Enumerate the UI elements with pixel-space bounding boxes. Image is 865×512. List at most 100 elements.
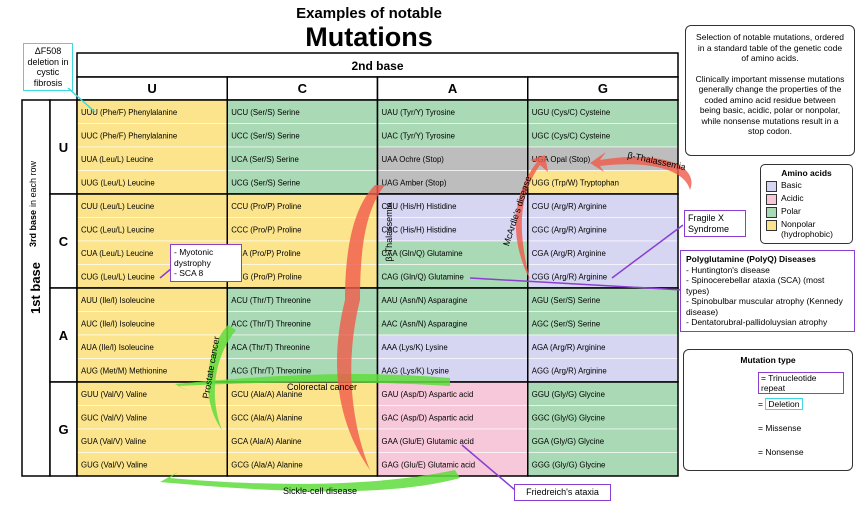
list-item: - SCA 8 xyxy=(174,268,204,278)
column-block xyxy=(527,381,679,477)
mcardle-arrow xyxy=(515,155,548,280)
codon-text: ACC (Thr/T) Threonine xyxy=(231,319,311,328)
sickle-arrow xyxy=(160,470,460,492)
polyq-box: Polyglutamine (PolyQ) Diseases - Huntingt… xyxy=(680,250,855,332)
title-line1: Examples of notable xyxy=(296,5,442,22)
codon-text: CCC (Pro/P) Proline xyxy=(231,225,301,234)
title-line2: Mutations xyxy=(305,22,433,52)
legend-swatch xyxy=(766,193,777,205)
codon-text: GCU (Ala/A) Alanine xyxy=(231,390,302,399)
codon-text: CCA (Pro/P) Proline xyxy=(231,249,300,258)
codon-text: UGG (Trp/W) Tryptophan xyxy=(532,178,619,187)
codon-text: UUC (Phe/F) Phenylalanine xyxy=(81,131,177,140)
column-label: G xyxy=(598,81,608,96)
row-label: C xyxy=(59,234,69,249)
fragile-x-box: Fragile X Syndrome xyxy=(684,210,746,237)
header-cell xyxy=(76,52,679,78)
codon-text: GAG (Glu/E) Glutamic acid xyxy=(382,460,476,469)
legend-item: Acidic xyxy=(766,193,847,205)
codon-text: GCA (Ala/A) Alanine xyxy=(231,437,301,446)
repeat-line xyxy=(469,277,684,291)
codon-text: GGU (Gly/G) Glycine xyxy=(532,390,605,399)
colorectal-arrow xyxy=(175,374,450,392)
first-base-cell xyxy=(21,99,51,477)
polyq-item: - Huntington's disease xyxy=(686,264,770,275)
codon-text: UCC (Ser/S) Serine xyxy=(231,131,299,140)
codon-text: CGA (Arg/R) Arginine xyxy=(532,249,606,258)
third-base-label: 3rd base in each row xyxy=(28,160,38,247)
annotation: β-Thalassemia xyxy=(384,202,394,261)
third-base-bold: 3rd base xyxy=(28,210,38,247)
codon-text: UCA (Ser/S) Serine xyxy=(231,155,299,164)
codon-text: AUC (Ile/I) Isoleucine xyxy=(81,319,155,328)
amino-legend: Amino acids Basic Acidic Polar Nonpolar (hyd… xyxy=(760,164,853,244)
codon-text: CAC (His/H) Histidine xyxy=(382,225,457,234)
legend-swatch xyxy=(766,219,777,231)
legend-item: Polar xyxy=(766,206,847,218)
info-box: Selection of notable mutations, ordered … xyxy=(685,25,855,156)
codon-text: AGC (Ser/S) Serine xyxy=(532,319,600,328)
codon-text: CUC (Leu/L) Leucine xyxy=(81,225,154,234)
legend-label: = Missense xyxy=(758,423,802,433)
repeat-line xyxy=(461,444,516,491)
polyq-item: - Spinobulbar muscular atrophy (Kennedy … xyxy=(686,296,843,317)
codon-text: CCU (Pro/P) Proline xyxy=(231,202,301,211)
annotation: Colorectal cancer xyxy=(287,382,357,392)
info-text: Selection of notable mutations, ordered … xyxy=(696,32,844,63)
prostate-arrow xyxy=(207,325,236,430)
polyq-title: Polyglutamine (PolyQ) Diseases xyxy=(686,254,816,264)
codon-text: CGG (Arg/R) Arginine xyxy=(532,272,607,281)
list-item: - Myotonic dystrophy xyxy=(174,247,214,268)
legend-label: = Trinucleotide repeat xyxy=(758,372,844,394)
codon-text: UGA Opal (Stop) xyxy=(532,155,591,164)
column-label: C xyxy=(298,81,308,96)
codon-text: ACA (Thr/T) Threonine xyxy=(231,343,310,352)
legend-label: = Deletion xyxy=(758,398,803,410)
legend-title: Amino acids xyxy=(781,168,832,178)
codon-text: UAG Amber (Stop) xyxy=(382,178,447,187)
codon-text: GCC (Ala/A) Alanine xyxy=(231,413,302,422)
codon-text: GUC (Val/V) Valine xyxy=(81,413,147,422)
codon-text: UCU (Ser/S) Serine xyxy=(231,108,299,117)
legend-text: Acidic xyxy=(781,192,804,203)
row-label: G xyxy=(58,422,68,437)
polyq-item: - Spinocerebellar ataxia (SCA) (most typ… xyxy=(686,275,825,296)
codon-table: 2nd base U C A G 1st base 3rd base in each row U… xyxy=(21,52,679,477)
codon-text: GUG (Val/V) Valine xyxy=(81,460,147,469)
codon-text: UCG (Ser/S) Serine xyxy=(231,178,300,187)
codon-text: UAU (Tyr/Y) Tyrosine xyxy=(382,108,456,117)
codon-text: GAA (Glu/E) Glutamic acid xyxy=(382,437,474,446)
codon-text: CAG (Gln/Q) Glutamine xyxy=(382,272,464,281)
myotonic-box: - Myotonic dystrophy - SCA 8 xyxy=(170,244,242,282)
deletion-line xyxy=(67,87,96,113)
codon-text: AUU (Ile/I) Isoleucine xyxy=(81,296,155,305)
repeat-line xyxy=(611,224,684,279)
thal-arrow-2 xyxy=(590,152,692,190)
codon-text: UAC (Tyr/Y) Tyrosine xyxy=(382,131,456,140)
legend-item: Nonpolar (hydrophobic) xyxy=(766,219,847,240)
codon-text: GCG (Ala/A) Alanine xyxy=(231,460,303,469)
row-label: A xyxy=(59,328,69,343)
column-label: U xyxy=(147,81,156,96)
codon-text: GGC (Gly/G) Glycine xyxy=(532,413,605,422)
deletion-box: ΔF508 deletion in cystic fibrosis xyxy=(23,43,73,91)
polyq-item: - Dentatorubral-pallidoluysian atrophy xyxy=(686,317,828,327)
legend-text: Missense xyxy=(765,423,802,433)
legend-text: Nonsense xyxy=(765,447,804,457)
codon-text: GGG (Gly/G) Glycine xyxy=(532,460,606,469)
third-base-rest: in each row xyxy=(28,160,38,207)
codon-text: AGG (Arg/R) Arginine xyxy=(532,366,607,375)
legend-text: Polar xyxy=(781,205,801,216)
codon-text: AAG (Lys/K) Lysine xyxy=(382,366,449,375)
codon-text: GGA (Gly/G) Glycine xyxy=(532,437,604,446)
codon-text: UUA (Leu/L) Leucine xyxy=(81,155,153,164)
mutation-legend: Mutation type xyxy=(683,349,853,471)
codon-text: AAU (Asn/N) Asparagine xyxy=(382,296,468,305)
legend-text: Nonpolar (hydrophobic) xyxy=(781,218,833,240)
legend-text: Trinucleotide repeat xyxy=(761,373,817,393)
legend-swatch xyxy=(766,180,777,192)
codon-text: GUU (Val/V) Valine xyxy=(81,390,147,399)
row-label: U xyxy=(59,140,68,155)
